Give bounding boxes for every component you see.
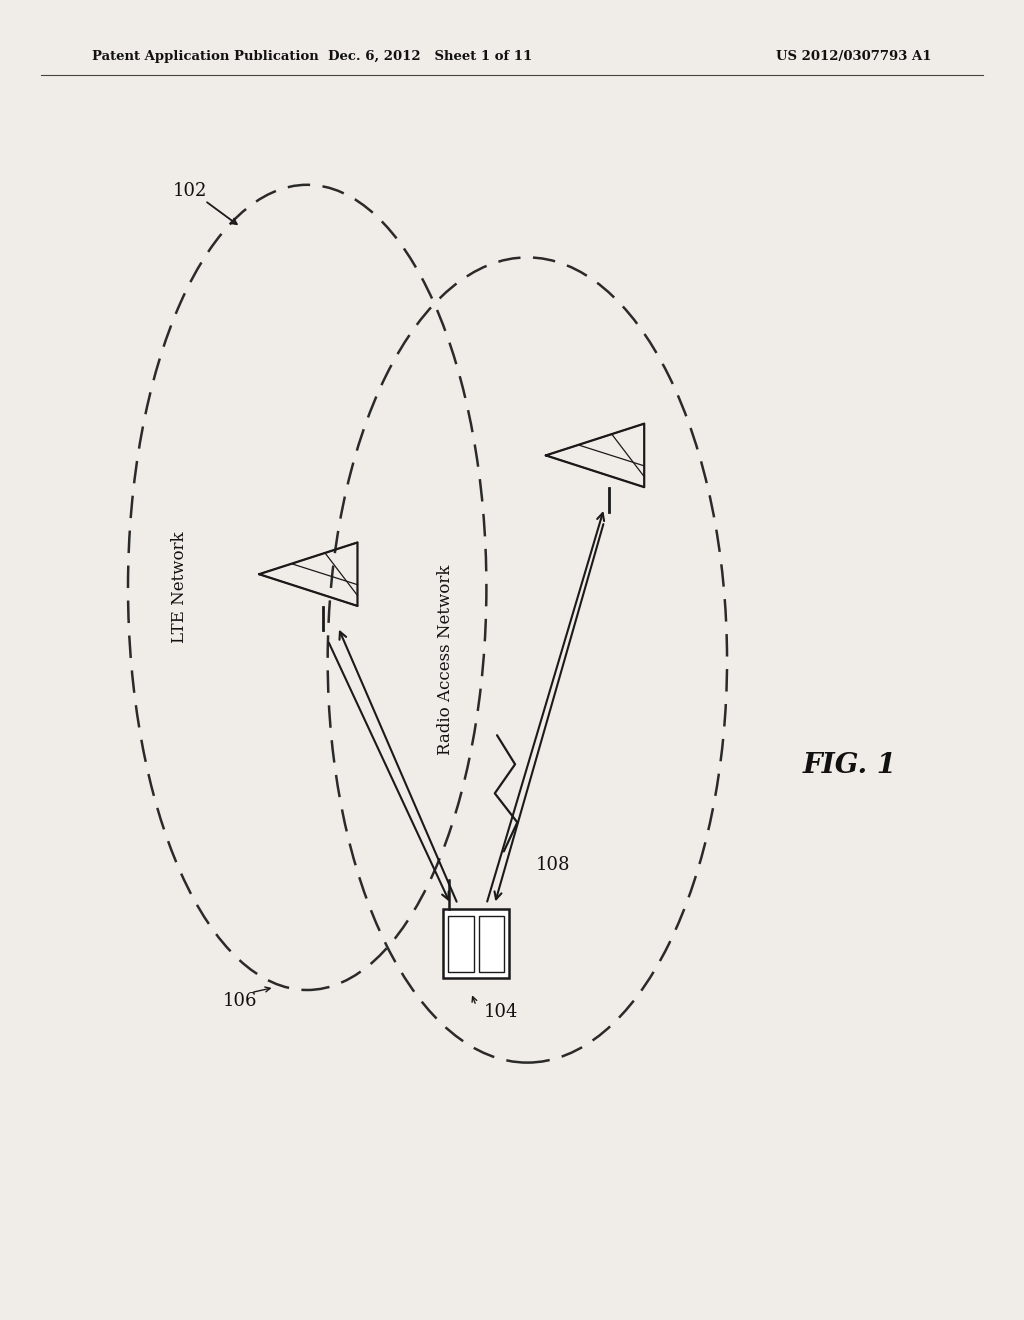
Text: US 2012/0307793 A1: US 2012/0307793 A1 [776, 50, 932, 63]
Text: Radio Access Network: Radio Access Network [437, 565, 454, 755]
Text: 106: 106 [223, 991, 258, 1010]
Text: FIG. 1: FIG. 1 [803, 752, 897, 779]
Text: LTE Network: LTE Network [171, 532, 187, 643]
Bar [442, 909, 510, 978]
Bar [449, 916, 473, 972]
Text: Patent Application Publication: Patent Application Publication [92, 50, 318, 63]
Bar [479, 916, 505, 972]
Text: 104: 104 [483, 1003, 518, 1022]
Text: Dec. 6, 2012   Sheet 1 of 11: Dec. 6, 2012 Sheet 1 of 11 [328, 50, 532, 63]
Text: 102: 102 [172, 182, 207, 201]
Text: 108: 108 [536, 855, 570, 874]
